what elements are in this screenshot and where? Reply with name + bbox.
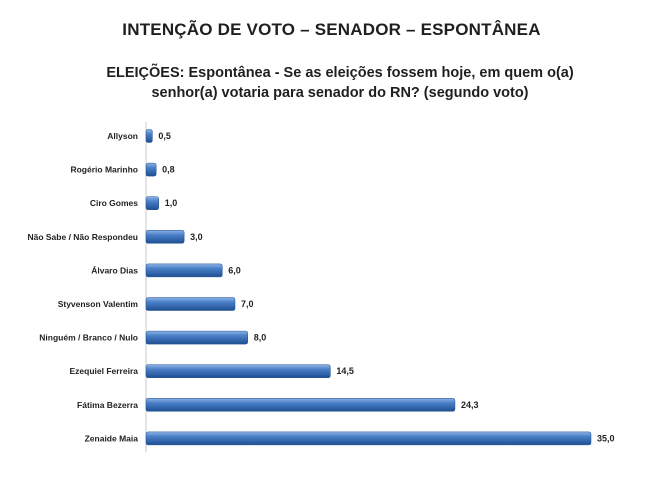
category-label: Styvenson Valentim [58, 299, 139, 309]
category-label: Não Sabe / Não Respondeu [27, 232, 138, 242]
bar [145, 364, 331, 378]
bar [145, 230, 185, 244]
category-label: Álvaro Dias [91, 265, 138, 275]
bar [145, 431, 592, 446]
bar [145, 263, 223, 278]
category-label: Allyson [107, 131, 138, 141]
category-label: Rogério Marinho [70, 165, 138, 175]
value-label: 1,0 [165, 198, 178, 208]
category-label: Zenaide Maia [85, 433, 139, 443]
bar [145, 398, 456, 412]
category-label: Ciro Gomes [90, 198, 138, 208]
value-label: 14,5 [336, 366, 354, 376]
value-label: 0,5 [158, 131, 171, 141]
value-label: 35,0 [597, 433, 615, 443]
bar [145, 330, 248, 345]
subtitle-line-1: ELEIÇÕES: Espontânea - Se as eleições fo… [106, 65, 574, 81]
chart-subtitle: ELEIÇÕES: Espontânea - Se as eleições fo… [80, 63, 600, 103]
value-label: 6,0 [228, 265, 241, 275]
value-label: 24,3 [461, 400, 479, 410]
subtitle-line-2: senhor(a) votaria para senador do RN? (s… [151, 85, 529, 101]
category-label: Fátima Bezerra [77, 400, 138, 410]
value-label: 8,0 [254, 333, 267, 343]
value-label: 0,8 [162, 165, 175, 175]
bar [145, 162, 157, 177]
chart-title: INTENÇÃO DE VOTO – SENADOR – ESPONTÂNEA [122, 20, 541, 39]
category-label: Ezequiel Ferreira [69, 366, 138, 376]
bar [145, 297, 236, 311]
bar [145, 129, 153, 143]
category-label: Ninguém / Branco / Nulo [39, 333, 138, 343]
value-label: 7,0 [241, 299, 254, 309]
value-label: 3,0 [190, 232, 203, 242]
bars-group: Allyson 0,5 Rogério Marinho 0,8 Ciro Gomes 1,… [27, 129, 615, 446]
bar [145, 196, 159, 210]
